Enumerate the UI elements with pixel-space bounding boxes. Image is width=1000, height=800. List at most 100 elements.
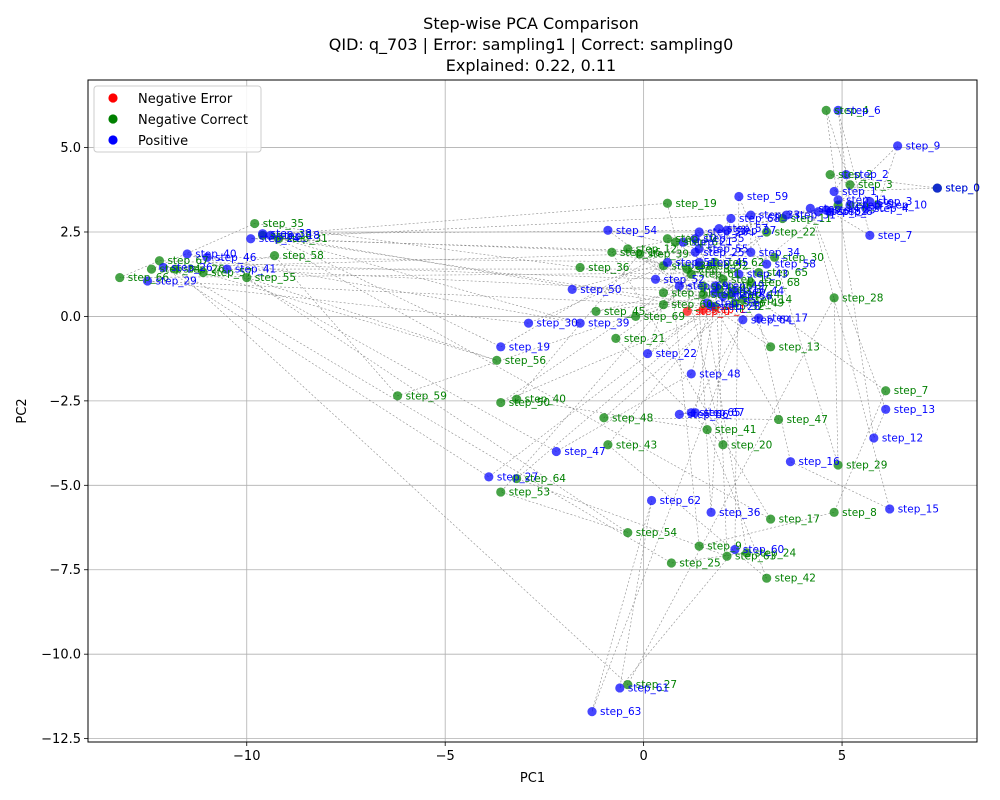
point-label: step_25	[679, 557, 720, 569]
data-point	[766, 342, 776, 352]
y-tick-label: 2.5	[60, 225, 81, 240]
point-label: step_66	[128, 272, 170, 284]
point-label: step_4	[874, 203, 909, 215]
point-label: step_41	[235, 264, 276, 276]
point-label: step_58	[775, 259, 816, 271]
data-point	[821, 205, 831, 215]
data-point	[265, 230, 276, 240]
data-point	[845, 180, 855, 190]
y-tick-label: −5.0	[49, 479, 81, 494]
point-label: step_68	[739, 213, 780, 225]
point-label: step_32	[723, 301, 764, 313]
data-point	[658, 288, 669, 298]
y-tick-label: −7.5	[49, 563, 81, 578]
point-label: step_45	[707, 257, 748, 269]
data-points	[115, 105, 942, 717]
point-label: step_31	[795, 210, 836, 222]
data-point	[642, 348, 653, 359]
data-point	[635, 249, 645, 259]
point-label: step_30	[537, 318, 578, 330]
title-line-2: QID: q_703 | Error: sampling1 | Correct:…	[329, 35, 734, 55]
data-point	[662, 198, 673, 208]
data-point	[881, 404, 891, 414]
data-point	[690, 234, 700, 244]
point-label: step_48	[612, 412, 653, 424]
point-label: step_21	[624, 333, 665, 345]
data-point	[829, 293, 839, 303]
y-axis-label: PC2	[15, 398, 30, 423]
point-label: step_59	[747, 191, 788, 203]
point-label: step_65	[767, 267, 808, 279]
point-label: step_27	[497, 471, 538, 483]
data-point	[670, 237, 680, 247]
point-label: step_16	[620, 247, 662, 259]
data-point	[825, 169, 835, 180]
plot-frame	[87, 79, 978, 743]
point-label: step_43	[747, 269, 788, 281]
data-point	[769, 252, 780, 262]
point-label: step_49	[743, 297, 784, 309]
data-point	[710, 288, 720, 298]
data-point	[170, 264, 180, 274]
data-point	[762, 259, 772, 269]
point-label: step_5	[846, 199, 881, 211]
legend-entry: Negative Error	[138, 92, 233, 107]
data-point	[865, 196, 875, 207]
point-label: step_10	[886, 199, 927, 211]
data-point	[726, 213, 736, 224]
data-point	[623, 244, 633, 254]
data-point	[845, 200, 855, 210]
data-point	[714, 224, 724, 234]
legend-entry: Positive	[138, 134, 188, 149]
data-point	[551, 446, 561, 457]
data-point	[603, 225, 613, 235]
data-point	[698, 289, 708, 300]
trajectory-path	[147, 110, 938, 712]
data-point	[932, 183, 942, 193]
data-point	[115, 272, 125, 283]
data-point	[738, 294, 748, 305]
data-point	[587, 707, 597, 717]
point-label: step_23	[834, 205, 875, 217]
data-point	[766, 514, 776, 524]
data-point	[694, 541, 704, 551]
point-label: step_4	[834, 105, 869, 117]
point-label: step_39	[648, 248, 689, 260]
point-label: step_31	[287, 233, 328, 245]
point-label: step_13	[894, 404, 935, 416]
data-point	[690, 408, 700, 418]
point-label: step_66	[687, 409, 729, 421]
point-label: step_0	[945, 183, 980, 195]
data-point	[865, 230, 875, 240]
point-label: step_22	[775, 226, 816, 238]
y-tick-label: −2.5	[49, 394, 81, 409]
x-axis-label: PC1	[520, 771, 545, 786]
data-point	[512, 394, 522, 404]
data-point	[496, 487, 506, 497]
point-label: step_44	[743, 286, 785, 298]
data-point	[686, 369, 696, 379]
point-label: step_2	[838, 169, 873, 181]
legend-marker	[108, 135, 118, 145]
data-point	[674, 409, 684, 419]
data-point	[662, 257, 673, 267]
data-point	[492, 355, 502, 365]
point-label: step_57	[727, 223, 768, 235]
data-point	[710, 257, 720, 267]
point-label: step_20	[731, 439, 772, 451]
axis-ticks: −10 −5 0 5 −12.5 −10.0 −7.5 −5.0 −2.5 0.0 2.5 5.0	[41, 141, 846, 764]
point-label: step_67	[703, 407, 744, 419]
point-label: step_55	[707, 243, 748, 255]
point-label: step_42	[723, 287, 764, 299]
point-label: step_36	[719, 507, 761, 519]
point-label: step_51	[671, 287, 712, 299]
point-label: step_40	[525, 394, 566, 406]
data-point	[762, 227, 772, 237]
point-label: step_8	[842, 507, 877, 519]
data-point	[523, 318, 534, 328]
point-label: step_46	[215, 252, 257, 264]
point-label: step_49	[723, 281, 764, 293]
point-label: step_16	[798, 456, 840, 468]
y-tick-label: 0.0	[60, 310, 81, 325]
